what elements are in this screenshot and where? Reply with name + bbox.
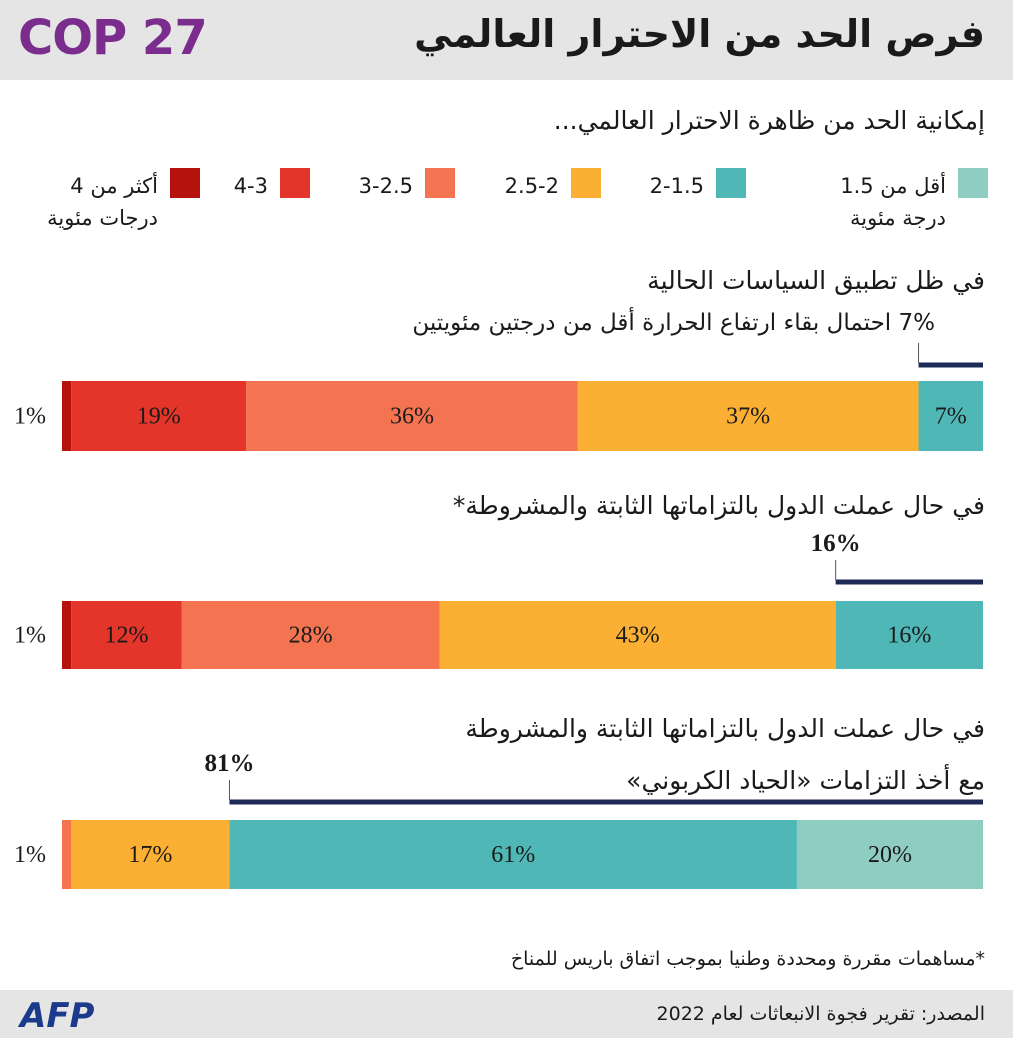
bar-segment — [229, 820, 797, 889]
legend-swatch — [958, 168, 988, 198]
legend-swatch — [280, 168, 310, 198]
bar-segment — [71, 601, 182, 669]
annotation-label: 7% احتمال بقاء ارتفاع الحرارة أقل من درج… — [412, 310, 935, 336]
bar-segment — [71, 820, 230, 889]
category-label: في حال عملت الدول بالتزاماتها الثابتة وا… — [465, 714, 985, 795]
value-label: 12% — [104, 623, 148, 649]
bar-segment — [62, 601, 72, 669]
annotation-label: 16% — [810, 530, 861, 557]
value-label: 28% — [289, 623, 333, 649]
header-band — [0, 0, 1013, 80]
bar-segment — [439, 601, 836, 669]
cop-logo: COP 27 — [18, 10, 208, 66]
value-label: 61% — [491, 842, 535, 868]
value-label: 20% — [868, 842, 912, 868]
legend-label: أقل من 1.5 درجة مئوية — [840, 174, 946, 230]
value-label: 17% — [128, 842, 172, 868]
chart-title: فرص الحد من الاحترار العالمي — [414, 12, 985, 56]
legend-swatch — [425, 168, 455, 198]
legend-label: 3-2.5 — [358, 174, 413, 198]
bar-segment — [918, 381, 983, 451]
footnote: *مساهمات مقررة ومحددة وطنيا بموجب اتفاق … — [510, 948, 985, 970]
bar-segment — [71, 381, 247, 451]
value-label: 43% — [616, 623, 660, 649]
value-label: 16% — [887, 623, 931, 649]
value-label: 1% — [14, 623, 46, 649]
bar-segment — [246, 381, 578, 451]
legend-label: أكثر من 4 درجات مئوية — [47, 174, 158, 230]
category-label: في ظل تطبيق السياسات الحالية — [647, 266, 985, 295]
legend-swatch — [716, 168, 746, 198]
source: المصدر: تقرير فجوة الانبعاثات لعام 2022 — [656, 1003, 985, 1025]
bar-segment — [62, 820, 72, 889]
bar-segment — [577, 381, 919, 451]
subtitle: إمكانية الحد من ظاهرة الاحترار العالمي..… — [553, 106, 985, 135]
bar-segment — [62, 381, 72, 451]
value-label: 37% — [726, 404, 770, 430]
legend-label: 2.5-2 — [504, 174, 559, 198]
legend-swatch — [170, 168, 200, 198]
bar-segment — [835, 601, 983, 669]
agency-logo: AFP — [20, 996, 95, 1036]
legend-label: 2-1.5 — [649, 174, 704, 198]
legend-label: 4-3 — [233, 174, 268, 198]
category-label: في حال عملت الدول بالتزاماتها الثابتة وا… — [452, 491, 985, 520]
value-label: 7% — [935, 404, 967, 430]
value-label: 36% — [390, 404, 434, 430]
bar-segment — [181, 601, 440, 669]
value-label: 1% — [14, 404, 46, 430]
annotation-label: 81% — [204, 750, 255, 777]
value-label: 1% — [14, 842, 46, 868]
value-label: 19% — [137, 404, 181, 430]
footer-band — [0, 990, 1013, 1038]
bar-segment — [796, 820, 983, 889]
legend-swatch — [571, 168, 601, 198]
